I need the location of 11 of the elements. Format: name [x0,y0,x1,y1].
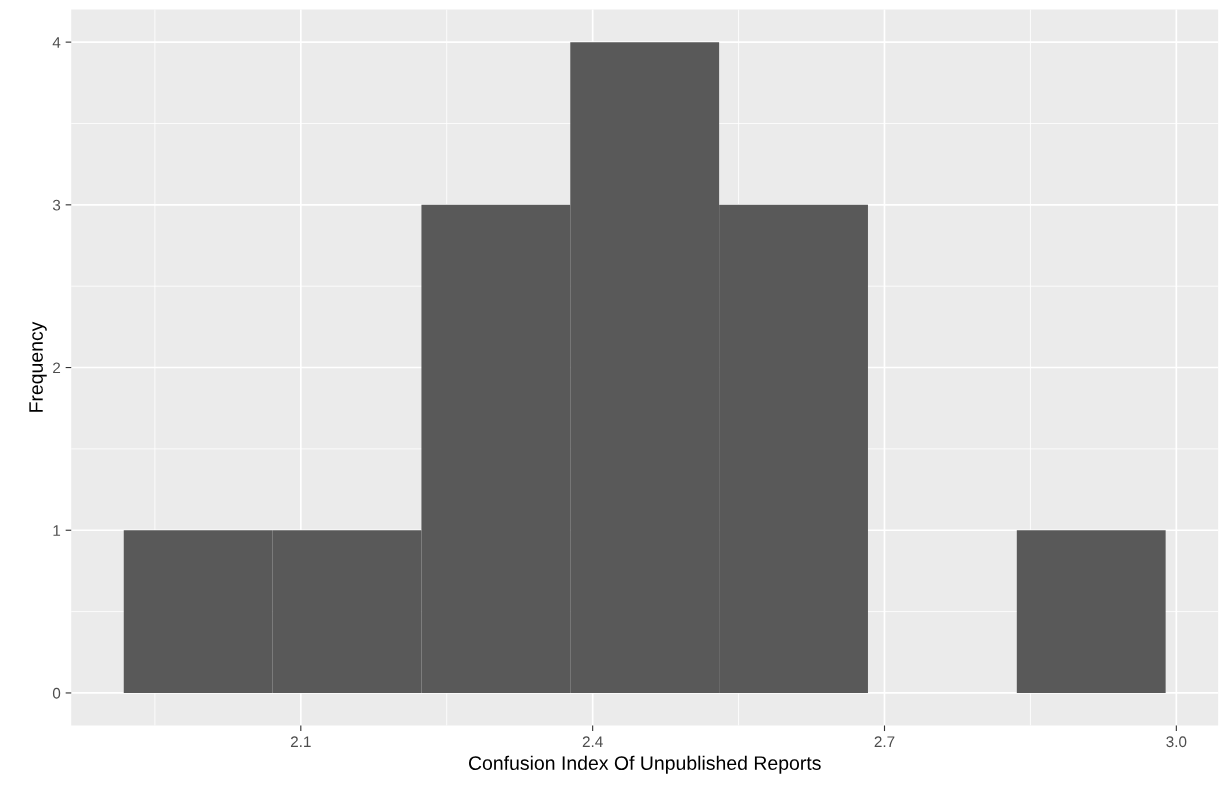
y-tick-label: 4 [52,37,61,48]
x-tick-label: 2.7 [874,736,895,747]
x-tick-label: 2.1 [290,736,311,747]
y-tick-label: 2 [53,362,61,374]
y-tick-label: 1 [53,525,61,536]
x-axis-title: Confusion Index Of Unpublished Reports [468,755,821,774]
x-tick-label: 3.0 [1166,736,1187,748]
y-tick-label: 0 [52,687,61,699]
y-axis-title: Frequency [29,321,47,412]
y-tick-label: 3 [52,199,61,211]
x-tick-label: 2.4 [582,736,603,747]
